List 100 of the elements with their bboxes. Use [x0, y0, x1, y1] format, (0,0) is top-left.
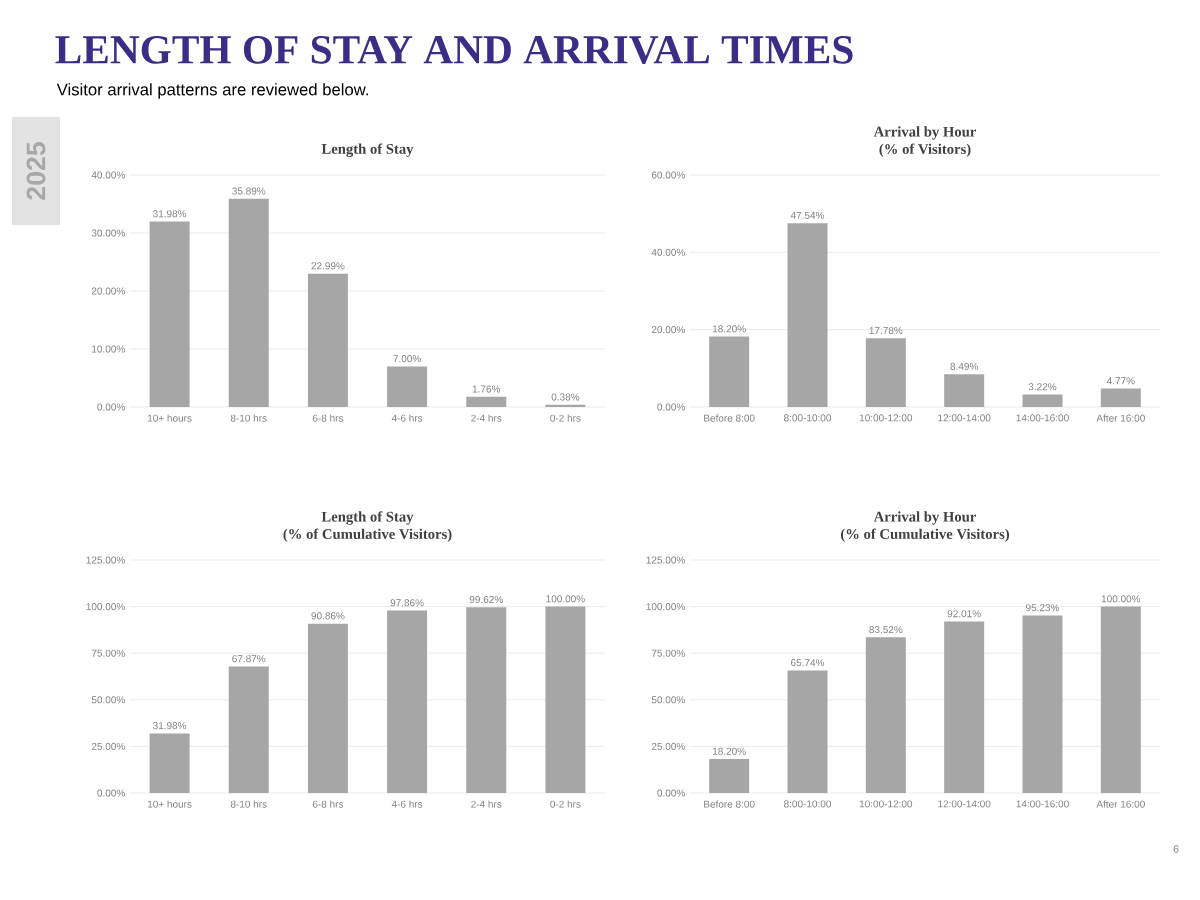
- x-tick-label: 4-6 hrs: [391, 414, 423, 422]
- bar: [944, 621, 985, 793]
- x-tick-label: 10+ hours: [147, 800, 192, 808]
- chart-title: Length of Stay: [321, 143, 414, 157]
- bar: [787, 223, 828, 407]
- bar: [865, 637, 906, 793]
- data-label: 4.77%: [1106, 377, 1135, 385]
- bar: [307, 273, 348, 407]
- y-tick-label: 40.00%: [651, 248, 685, 256]
- y-tick-label: 0.00%: [97, 789, 125, 797]
- x-tick-label: After 16:00: [1096, 414, 1145, 422]
- y-tick-label: 10.00%: [92, 345, 125, 353]
- x-tick-label: 10:00-12:00: [859, 800, 913, 808]
- data-label: 97.86%: [390, 599, 424, 607]
- data-label: 65.74%: [791, 659, 825, 667]
- bar: [1100, 606, 1141, 793]
- y-tick-label: 0.00%: [657, 403, 685, 411]
- bar: [545, 606, 586, 793]
- data-label: 8.49%: [950, 362, 978, 370]
- chart-title: Arrival by Hour: [873, 511, 977, 525]
- data-label: 47.54%: [790, 211, 825, 219]
- chart-title: Arrival by Hour: [873, 126, 977, 140]
- x-tick-label: 0-2 hrs: [550, 800, 581, 808]
- x-tick-label: Before 8:00: [704, 414, 755, 422]
- bar: [466, 607, 507, 793]
- data-label: 95.23%: [1026, 604, 1060, 612]
- y-tick-label: 50.00%: [91, 696, 125, 704]
- x-tick-label: 12:00-14:00: [938, 414, 991, 422]
- bar: [787, 670, 828, 793]
- bar: [865, 338, 906, 407]
- chart-title: Length of Stay: [321, 511, 414, 525]
- data-label: 7.00%: [393, 355, 421, 363]
- bar: [307, 623, 348, 793]
- data-label: 0.38%: [551, 393, 580, 401]
- chart-subtitle: (% of Cumulative Visitors): [283, 528, 452, 542]
- data-label: 17.78%: [869, 326, 903, 334]
- y-tick-label: 60.00%: [651, 171, 685, 179]
- bar: [228, 666, 269, 793]
- y-tick-label: 50.00%: [651, 696, 685, 704]
- bar: [1100, 388, 1141, 407]
- x-tick-label: 14:00-16:00: [1016, 800, 1069, 808]
- bar: [1022, 615, 1063, 793]
- x-tick-label: 8:00-10:00: [784, 414, 832, 422]
- y-tick-label: 125.00%: [646, 556, 685, 564]
- data-label: 18.20%: [712, 747, 746, 755]
- text: 2025: [26, 142, 46, 200]
- text: Visitor arrival patterns are reviewed below.: [56, 83, 368, 99]
- x-tick-label: 10:00-12:00: [859, 414, 913, 422]
- x-tick-label: 8-10 hrs: [230, 800, 267, 808]
- x-tick-label: 2-4 hrs: [471, 414, 502, 422]
- y-tick-label: 20.00%: [651, 326, 685, 334]
- bar: [545, 404, 586, 407]
- data-label: 100.00%: [546, 595, 585, 603]
- data-label: 83.52%: [869, 625, 903, 634]
- data-label: 67.87%: [232, 655, 266, 663]
- x-tick-label: 4-6 hrs: [391, 800, 423, 808]
- data-label: 90.86%: [311, 612, 345, 620]
- text: 6: [1173, 845, 1179, 853]
- y-tick-label: 25.00%: [91, 742, 125, 750]
- x-tick-label: Before 8:00: [704, 800, 755, 808]
- data-label: 35.89%: [232, 187, 266, 195]
- data-label: 18.20%: [712, 325, 746, 333]
- y-tick-label: 0.00%: [657, 789, 685, 797]
- y-tick-label: 75.00%: [651, 649, 685, 657]
- chart-subtitle: (% of Visitors): [879, 143, 971, 157]
- x-tick-label: After 16:00: [1096, 800, 1145, 808]
- bar: [944, 374, 985, 407]
- x-tick-label: 8-10 hrs: [230, 414, 267, 422]
- data-label: 100.00%: [1101, 595, 1141, 603]
- bar: [387, 366, 428, 407]
- y-tick-label: 0.00%: [97, 403, 125, 411]
- data-label: 99.62%: [469, 595, 503, 604]
- bar: [709, 759, 750, 793]
- bar: [1022, 394, 1063, 407]
- data-label: 31.98%: [153, 722, 187, 730]
- data-label: 22.99%: [311, 262, 345, 270]
- x-tick-label: 14:00-16:00: [1016, 414, 1069, 422]
- bar: [228, 198, 269, 407]
- chart-subtitle: (% of Cumulative Visitors): [840, 528, 1010, 542]
- data-label: 92.01%: [947, 610, 981, 618]
- y-tick-label: 100.00%: [86, 603, 125, 611]
- x-tick-label: 12:00-14:00: [938, 800, 991, 808]
- y-tick-label: 125.00%: [86, 556, 125, 564]
- x-tick-label: 2-4 hrs: [471, 800, 502, 808]
- x-tick-label: 0-2 hrs: [550, 414, 581, 422]
- y-tick-label: 40.00%: [91, 171, 125, 179]
- bar: [466, 396, 507, 407]
- x-tick-label: 6-8 hrs: [312, 414, 344, 422]
- x-tick-label: 8:00-10:00: [784, 800, 832, 808]
- data-label: 1.76%: [472, 385, 501, 393]
- bar: [709, 336, 750, 407]
- y-tick-label: 20.00%: [91, 287, 125, 295]
- x-tick-label: 6-8 hrs: [312, 800, 344, 808]
- data-label: 31.98%: [153, 210, 187, 218]
- y-tick-label: 100.00%: [646, 603, 685, 611]
- x-tick-label: 10+ hours: [147, 414, 192, 422]
- text: LENGTH OF STAY AND ARRIVAL TIMES: [55, 35, 853, 64]
- y-tick-label: 25.00%: [651, 742, 685, 750]
- data-label: 3.22%: [1028, 383, 1057, 391]
- y-tick-label: 30.00%: [91, 229, 125, 237]
